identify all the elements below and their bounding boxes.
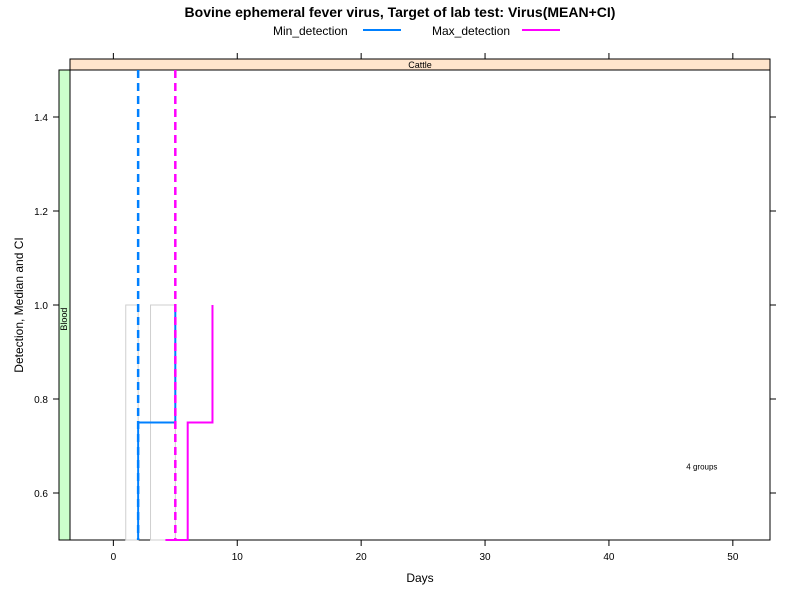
groups-annotation: 4 groups [686, 463, 717, 472]
y-tick-label: 0.8 [34, 395, 48, 406]
y-tick-label: 1.4 [34, 113, 48, 124]
x-tick-label: 40 [603, 552, 615, 563]
x-axis-label: Days [406, 571, 433, 585]
chart-title: Bovine ephemeral fever virus, Target of … [185, 4, 616, 20]
y-tick-label: 1.2 [34, 207, 48, 218]
x-tick-label: 30 [479, 552, 491, 563]
legend-label: Max_detection [432, 24, 510, 38]
legend-label: Min_detection [273, 24, 348, 38]
plot-panel: 4 groups [69, 69, 771, 541]
x-tick-label: 50 [727, 552, 739, 563]
y-axis-label: Detection, Median and CI [12, 237, 26, 372]
x-tick-label: 10 [232, 552, 244, 563]
y-tick-label: 1.0 [34, 301, 48, 312]
panel-strips: Cattle Blood [58, 58, 771, 541]
y-tick-label: 0.6 [34, 489, 48, 500]
legend: Min_detection Max_detection [273, 24, 560, 38]
ci-box-min-detection [125, 304, 139, 541]
strip-left [58, 69, 71, 541]
strip-left-label: Blood [59, 308, 69, 331]
x-tick-label: 20 [356, 552, 368, 563]
axis-ticks: 0 10 20 30 40 50 0.6 0.8 1.0 1.2 1.4 [34, 53, 776, 563]
series-line-min-detection [137, 305, 177, 540]
series-line-max-detection [165, 305, 214, 541]
x-tick-label: 0 [111, 552, 117, 563]
strip-top-label: Cattle [408, 60, 432, 70]
